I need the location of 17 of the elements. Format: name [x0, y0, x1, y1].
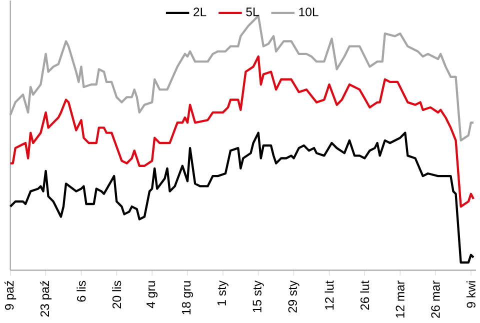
x-tick-label: 15 sty: [252, 280, 264, 312]
x-tick-label: 9 kwi: [466, 281, 476, 308]
x-tick-label: 26 lut: [360, 280, 370, 310]
legend-label: 10L: [299, 8, 318, 16]
x-tick-label: 1 sty: [217, 280, 228, 306]
x-tick-label: 9 paź: [4, 281, 16, 310]
x-tick-label: 12 lut: [324, 280, 334, 310]
x-tick-label: 12 mar: [396, 280, 404, 318]
x-tick-label: 23 paź: [40, 281, 52, 317]
x-tick-label: 26 mar: [431, 280, 440, 318]
x-tick-label: 18 gru: [182, 281, 194, 314]
x-tick-label: 4 gru: [146, 281, 158, 308]
x-tick-label: 6 lis: [76, 280, 86, 302]
x-tick-label: 29 sty: [288, 280, 300, 312]
legend-label: 2L: [194, 8, 206, 16]
legend-label: 5L: [246, 8, 259, 16]
x-tick-label: 20 lis: [112, 280, 122, 308]
